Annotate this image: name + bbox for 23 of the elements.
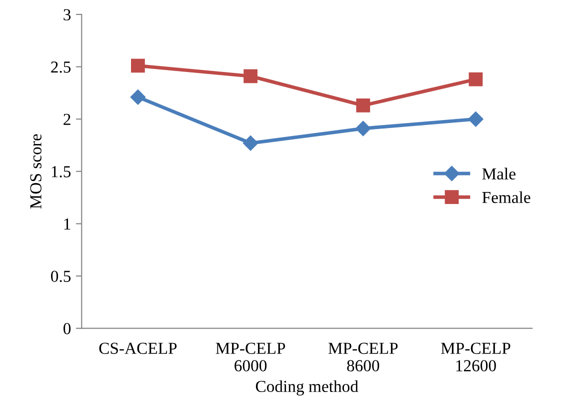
y-tick-label: 1 (64, 218, 70, 230)
point (242, 136, 258, 151)
point (130, 90, 146, 105)
point (130, 58, 145, 73)
point (244, 69, 258, 84)
y-tick-label: 2 (64, 114, 70, 125)
point (468, 112, 484, 127)
y-tick-label: 3 (64, 9, 71, 20)
x-tick-label: MP-CELP 12600 (441, 342, 510, 372)
y-tick-label: 0 (64, 323, 71, 334)
point (468, 72, 483, 86)
y-tick-label: 0.5 (51, 270, 71, 282)
legend-label: Male (482, 168, 516, 180)
legend-label: Female (482, 191, 530, 204)
y-tick-label: 2.5 (51, 62, 71, 73)
x-tick-label: MP-CELP 8600 (328, 342, 398, 372)
x-axis-title: Coding method (256, 380, 358, 396)
point (356, 120, 371, 136)
x-tick-label: CS-ACELP (99, 342, 177, 354)
x-tick-label: MP-CELP 6000 (216, 342, 286, 372)
y-axis-title: MOS score (30, 134, 42, 209)
point (356, 98, 370, 112)
y-tick-label: 1.5 (52, 166, 71, 178)
